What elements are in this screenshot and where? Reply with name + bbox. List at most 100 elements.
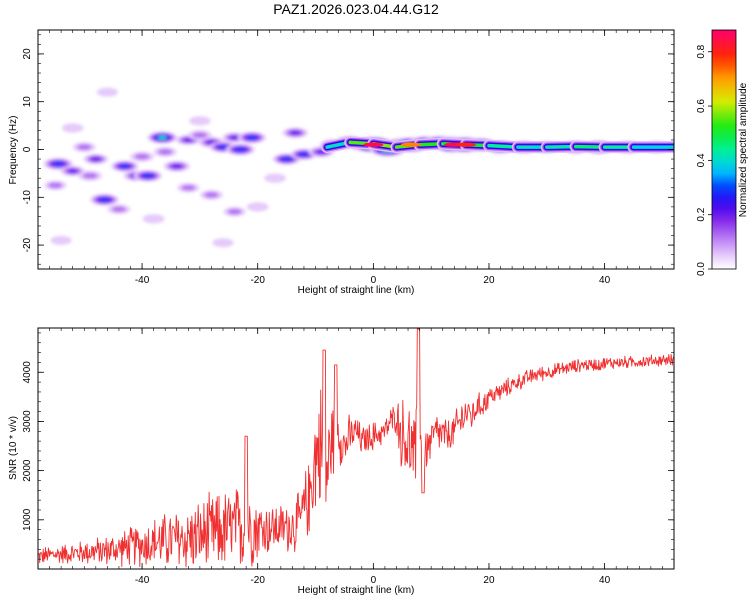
spectrogram-blob	[225, 143, 255, 156]
colorbar-tick-label: 0.6	[696, 99, 707, 113]
spectrogram-blob	[50, 235, 72, 245]
figure-title: PAZ1.2026.023.04.44.G12	[273, 1, 439, 17]
spectrogram-blob	[189, 116, 211, 126]
ridge-core	[455, 142, 476, 147]
spectrogram-blob	[111, 160, 139, 172]
spectrogram-blob	[147, 131, 178, 144]
blob-level	[281, 157, 292, 162]
spectrogram-x-label: Height of straight line (km)	[298, 285, 415, 296]
blob-level	[192, 132, 208, 139]
spectrogram-blob	[43, 157, 73, 170]
snr-line	[38, 328, 674, 568]
blob-level	[189, 116, 211, 126]
spectrogram-blob	[60, 166, 85, 177]
y-tick-label: 20	[22, 48, 33, 60]
x-tick-label: 0	[371, 275, 377, 286]
spectrogram-blob	[282, 127, 308, 138]
spectrogram-ridge	[321, 136, 674, 154]
x-tick-label: -40	[135, 275, 150, 286]
blob-level	[182, 137, 194, 143]
blob-level	[212, 238, 234, 248]
blob-level	[158, 135, 167, 140]
blob-level	[96, 87, 118, 97]
blob-level	[218, 145, 228, 150]
blob-level	[247, 135, 257, 140]
y-tick-label: 0	[22, 146, 33, 152]
colorbar-tick-label: 0.8	[696, 44, 707, 58]
blob-level	[289, 130, 301, 136]
blob-level	[142, 214, 165, 224]
blob-level	[53, 161, 64, 166]
blob-level	[158, 148, 173, 155]
blob-level	[99, 197, 110, 202]
snr-x-axis: -40 -20 0 20 40	[37, 328, 675, 586]
blob-level	[77, 144, 92, 151]
colorbar-ticks: 0.0 0.2 0.4 0.6 0.8	[696, 44, 712, 276]
blob-level	[82, 172, 98, 179]
spectrogram-blob	[83, 153, 109, 165]
blob-level	[181, 184, 196, 191]
spectrogram-blob	[223, 206, 246, 217]
snr-x-label: Height of straight line (km)	[298, 585, 415, 596]
blob-level	[111, 206, 126, 213]
blob-level	[204, 192, 219, 198]
y-tick-label: 2000	[22, 459, 33, 482]
y-tick-label: 3000	[22, 410, 33, 433]
blob-level	[50, 235, 72, 245]
blob-level	[119, 164, 130, 169]
colorbar-tick-label: 0.4	[696, 153, 707, 167]
spectrogram-blob	[61, 123, 84, 133]
blob-level	[67, 168, 79, 174]
spectrogram-blob	[133, 170, 163, 182]
spectrogram-x-axis: -40 -20 0 20 40	[37, 30, 675, 286]
spectrogram-blob	[44, 180, 67, 191]
spectrogram-blob	[198, 137, 225, 148]
spectrogram-blob	[96, 87, 118, 97]
colorbar-gradient	[711, 29, 737, 270]
colorbar-label: Normalized spectral amplitude	[738, 82, 749, 217]
y-tick-label: 10	[22, 96, 33, 108]
colorbar-tick-label: 0.0	[696, 262, 707, 276]
spectrogram-blob	[246, 202, 269, 212]
spectrogram-blob	[264, 173, 286, 183]
y-tick-label: 1000	[22, 508, 33, 531]
x-tick-label: -40	[135, 575, 150, 586]
y-tick-label: 4000	[22, 361, 33, 384]
x-tick-label: -20	[250, 275, 265, 286]
spectrogram-blob	[130, 151, 154, 162]
spectrogram-blob	[153, 146, 177, 157]
spectrogram-panel: -40 -20 0 20 40 -20 -10 0 10 20 Height of straig…	[8, 29, 675, 296]
spectrogram-blob	[212, 238, 234, 248]
spectrogram-blob	[72, 142, 96, 152]
y-tick-label: -20	[22, 237, 33, 252]
blob-level	[48, 182, 63, 189]
spectrogram-blob	[107, 204, 131, 215]
blob-level	[134, 153, 150, 160]
spectrogram-y-axis: -20 -10 0 10 20	[22, 34, 674, 265]
blob-level	[170, 163, 183, 169]
snr-y-label: SNR (10 * v/v)	[8, 416, 19, 480]
x-tick-label: -20	[250, 575, 265, 586]
x-tick-label: 20	[483, 275, 495, 286]
snr-frame	[37, 327, 675, 570]
blob-level	[246, 202, 269, 212]
spectrogram-blob	[200, 190, 223, 200]
spectrogram-blob	[142, 214, 165, 224]
x-tick-label: 40	[599, 575, 611, 586]
snr-y-axis: 1000 2000 3000 4000	[22, 332, 674, 570]
blob-level	[142, 173, 153, 178]
blob-level	[227, 208, 242, 215]
spectrogram-blob	[237, 131, 267, 144]
colorbar: 0.0 0.2 0.4 0.6 0.8 Normalized spectral ampl…	[696, 29, 749, 276]
blob-level	[264, 173, 286, 183]
blob-level	[235, 147, 246, 152]
ridge-core	[363, 142, 384, 147]
blob-level	[61, 123, 84, 133]
spectrogram-blob	[163, 160, 190, 172]
x-tick-label: 0	[371, 575, 377, 586]
x-tick-label: 20	[483, 575, 495, 586]
blob-level	[229, 135, 240, 140]
spectrogram-blob	[78, 170, 102, 181]
snr-panel: -40 -20 0 20 40 1000 2000 3000 4000 Height of s…	[8, 327, 675, 596]
